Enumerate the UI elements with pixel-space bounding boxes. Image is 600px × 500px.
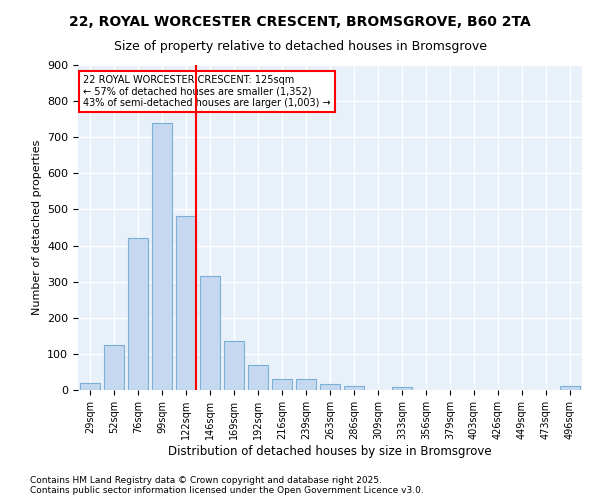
- Bar: [320, 384, 340, 390]
- Text: Size of property relative to detached houses in Bromsgrove: Size of property relative to detached ho…: [113, 40, 487, 53]
- Text: 22, ROYAL WORCESTER CRESCENT, BROMSGROVE, B60 2TA: 22, ROYAL WORCESTER CRESCENT, BROMSGROVE…: [69, 15, 531, 29]
- Bar: [560, 386, 580, 390]
- X-axis label: Distribution of detached houses by size in Bromsgrove: Distribution of detached houses by size …: [168, 444, 492, 458]
- Text: 22 ROYAL WORCESTER CRESCENT: 125sqm
← 57% of detached houses are smaller (1,352): 22 ROYAL WORCESTER CRESCENT: 125sqm ← 57…: [83, 74, 331, 108]
- Bar: [200, 276, 220, 390]
- Bar: [392, 387, 412, 390]
- Bar: [104, 345, 124, 390]
- Bar: [152, 123, 172, 390]
- Bar: [176, 216, 196, 390]
- Bar: [128, 238, 148, 390]
- Bar: [80, 383, 100, 390]
- Bar: [272, 379, 292, 390]
- Bar: [296, 379, 316, 390]
- Text: Contains HM Land Registry data © Crown copyright and database right 2025.
Contai: Contains HM Land Registry data © Crown c…: [30, 476, 424, 495]
- Bar: [344, 386, 364, 390]
- Bar: [248, 366, 268, 390]
- Y-axis label: Number of detached properties: Number of detached properties: [32, 140, 41, 315]
- Bar: [224, 341, 244, 390]
